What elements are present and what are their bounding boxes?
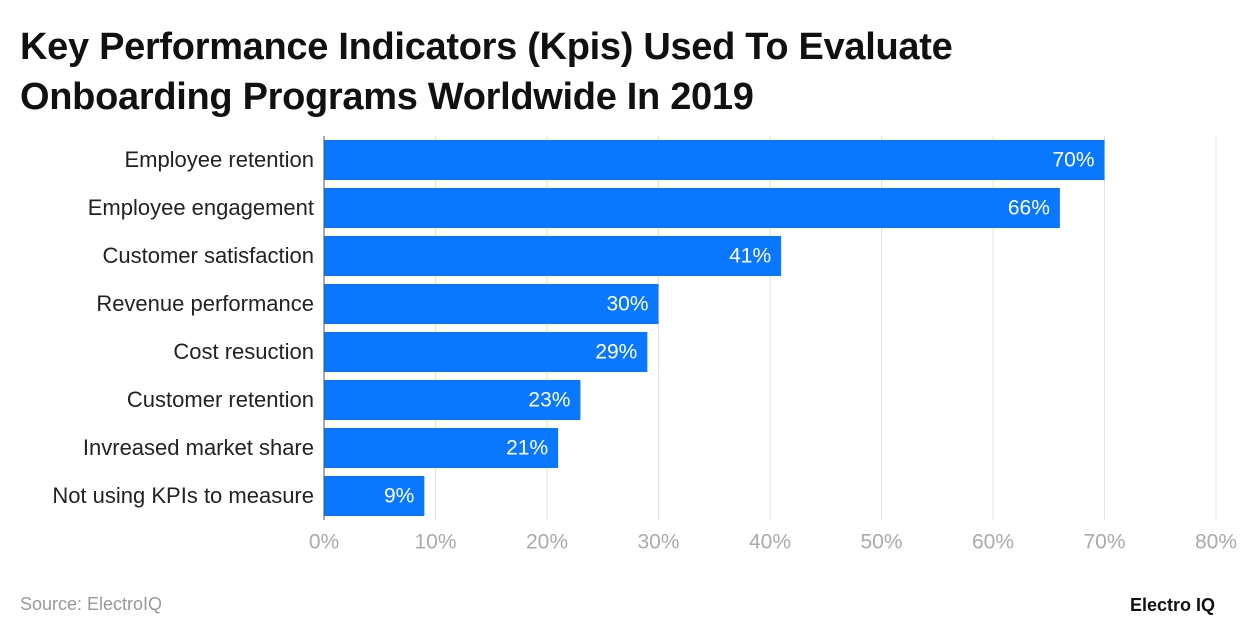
y-tick-label: Not using KPIs to measure	[52, 483, 314, 508]
bar	[324, 476, 425, 516]
bar	[324, 236, 782, 276]
y-tick-label: Invreased market share	[83, 435, 314, 460]
x-tick-label: 0%	[309, 531, 339, 554]
value-label: 9%	[384, 485, 414, 508]
bar	[324, 188, 1060, 228]
value-label: 70%	[1052, 149, 1094, 172]
y-tick-label: Customer satisfaction	[102, 243, 314, 268]
x-tick-label: 40%	[749, 531, 791, 554]
value-label: 29%	[595, 341, 637, 364]
value-label: 21%	[506, 437, 548, 460]
x-tick-label: 60%	[972, 531, 1014, 554]
bar	[324, 428, 559, 468]
bar	[324, 140, 1105, 180]
y-tick-label: Employee engagement	[88, 195, 314, 220]
bar	[324, 332, 648, 372]
x-tick-label: 30%	[637, 531, 679, 554]
source: Source: ElectroIQ	[20, 594, 162, 614]
y-tick-label: Employee retention	[124, 147, 314, 172]
y-tick-label: Cost resuction	[173, 339, 314, 364]
x-tick-label: 80%	[1195, 531, 1237, 554]
value-label: 41%	[729, 245, 771, 268]
bar	[324, 380, 581, 420]
x-tick-label: 20%	[526, 531, 568, 554]
chart-title: Key Performance Indicators (Kpis) Used T…	[20, 26, 953, 118]
value-label: 66%	[1008, 197, 1050, 220]
y-tick-label: Customer retention	[127, 387, 314, 412]
value-label: 30%	[606, 293, 648, 316]
x-tick-label: 50%	[860, 531, 902, 554]
brand: Electro IQ	[1130, 595, 1215, 615]
x-tick-label: 10%	[414, 531, 456, 554]
value-label: 23%	[528, 389, 570, 412]
bar	[324, 284, 659, 324]
x-tick-label: 70%	[1083, 531, 1125, 554]
y-tick-label: Revenue performance	[96, 291, 314, 316]
